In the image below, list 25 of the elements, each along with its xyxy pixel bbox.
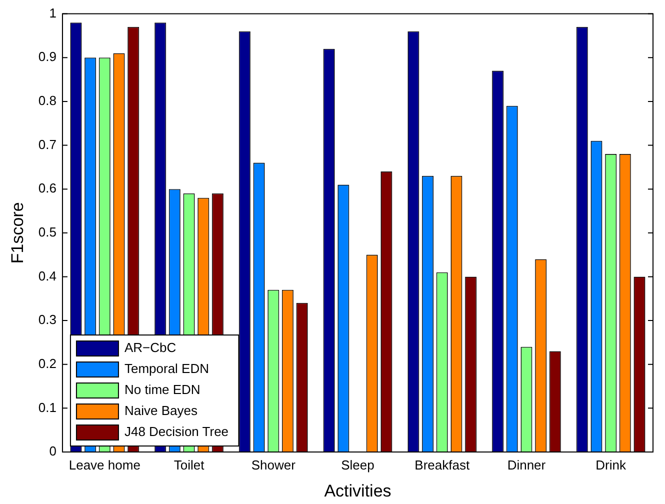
y-tick-label: 0.3 bbox=[38, 312, 56, 328]
x-tick-label: Drink bbox=[596, 457, 626, 472]
y-axis-title: F1score bbox=[8, 202, 27, 264]
x-tick-label: Dinner bbox=[507, 457, 546, 472]
y-tick-label: 0.7 bbox=[38, 136, 56, 152]
x-tick-label: Breakfast bbox=[414, 457, 470, 472]
legend-label: Temporal EDN bbox=[124, 361, 210, 376]
legend-label: AR−CbC bbox=[124, 340, 176, 356]
x-axis-title: Activities bbox=[324, 481, 392, 500]
legend-label: Naive Bayes bbox=[124, 403, 198, 418]
y-tick-label: 0.1 bbox=[38, 400, 56, 415]
y-tick-label: 0.4 bbox=[38, 268, 56, 284]
y-tick-label: 0.5 bbox=[38, 224, 56, 240]
legend-label: No time EDN bbox=[124, 382, 200, 398]
y-tick-label: 0.8 bbox=[38, 93, 56, 108]
y-tick-label: 0 bbox=[49, 444, 56, 459]
y-tick-label: 0.6 bbox=[38, 180, 56, 196]
x-tick-label: Sleep bbox=[341, 457, 374, 472]
legend-label: J48 Decision Tree bbox=[124, 424, 229, 440]
x-tick-label: Leave home bbox=[68, 457, 140, 472]
x-tick-label: Shower bbox=[251, 457, 296, 472]
y-tick-label: 1 bbox=[49, 5, 56, 20]
y-tick-label: 0.9 bbox=[38, 49, 56, 64]
y-tick-label: 0.2 bbox=[38, 356, 56, 371]
x-tick-label: Toilet bbox=[174, 457, 205, 472]
